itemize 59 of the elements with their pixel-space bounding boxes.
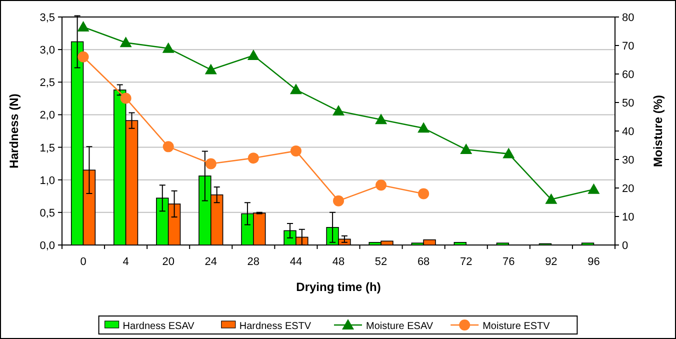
point: [205, 158, 216, 170]
legend-label: Hardness ESAV: [122, 321, 195, 332]
point: [248, 152, 259, 164]
point: [162, 42, 174, 53]
point: [162, 141, 174, 152]
y-tick-label: 3,0: [40, 44, 55, 57]
y-tick-label: 1,0: [40, 174, 55, 187]
y-axis-title: Hardness (N): [7, 94, 21, 168]
x-tick-label: 68: [417, 256, 430, 268]
point: [290, 84, 302, 94]
point: [247, 49, 260, 60]
x-tick-label: 20: [162, 256, 174, 268]
point: [290, 145, 302, 156]
x-tick-label: 24: [204, 256, 218, 268]
x-tick-label: 0: [80, 256, 86, 268]
y-tick-label: 0,5: [40, 207, 55, 220]
y2-tick-label: 10: [622, 212, 634, 224]
point: [376, 180, 387, 191]
point: [77, 20, 90, 32]
y-tick-label: 2,0: [40, 110, 55, 122]
legend-label: Moisture ESTV: [482, 321, 550, 332]
x-tick-label: 96: [588, 256, 600, 268]
y2-tick-label: 0: [622, 240, 628, 252]
y2-tick-label: 80: [622, 12, 634, 24]
point: [375, 114, 388, 124]
y2-axis-title: Moisture (%): [651, 94, 665, 167]
point: [545, 193, 558, 204]
point: [460, 144, 472, 154]
y-tick-label: 2,5: [40, 77, 55, 90]
y2-tick-label: 70: [622, 40, 634, 52]
y2-tick-label: 30: [622, 154, 634, 166]
x-tick-label: 92: [545, 256, 558, 268]
point: [502, 148, 515, 158]
x-tick-label: 72: [460, 256, 472, 268]
y-tick-label: 0,0: [40, 240, 55, 252]
y2-tick-label: 20: [622, 183, 634, 195]
point: [332, 105, 344, 116]
point: [120, 36, 132, 48]
y2-tick-label: 50: [622, 98, 634, 110]
y2-tick-label: 40: [622, 126, 634, 138]
y-tick-label: 1,5: [40, 142, 55, 154]
legend-label: Hardness ESTV: [239, 321, 312, 332]
x-tick-label: 4: [122, 256, 129, 268]
point: [418, 122, 430, 133]
point: [333, 195, 344, 206]
point: [120, 92, 132, 104]
point: [418, 188, 430, 200]
point: [204, 64, 217, 74]
y-tick-label: 3,5: [40, 12, 55, 24]
x-tick-label: 28: [247, 256, 260, 268]
point: [588, 183, 600, 194]
x-tick-label: 52: [374, 256, 388, 268]
x-tick-label: 76: [502, 256, 515, 268]
point: [78, 51, 89, 62]
legend-label: Moisture ESAV: [366, 321, 434, 332]
x-tick-label: 44: [290, 256, 302, 268]
y2-tick-label: 60: [622, 69, 634, 81]
x-tick-label: 48: [332, 256, 345, 268]
x-axis-title: Drying time (h): [296, 280, 381, 294]
